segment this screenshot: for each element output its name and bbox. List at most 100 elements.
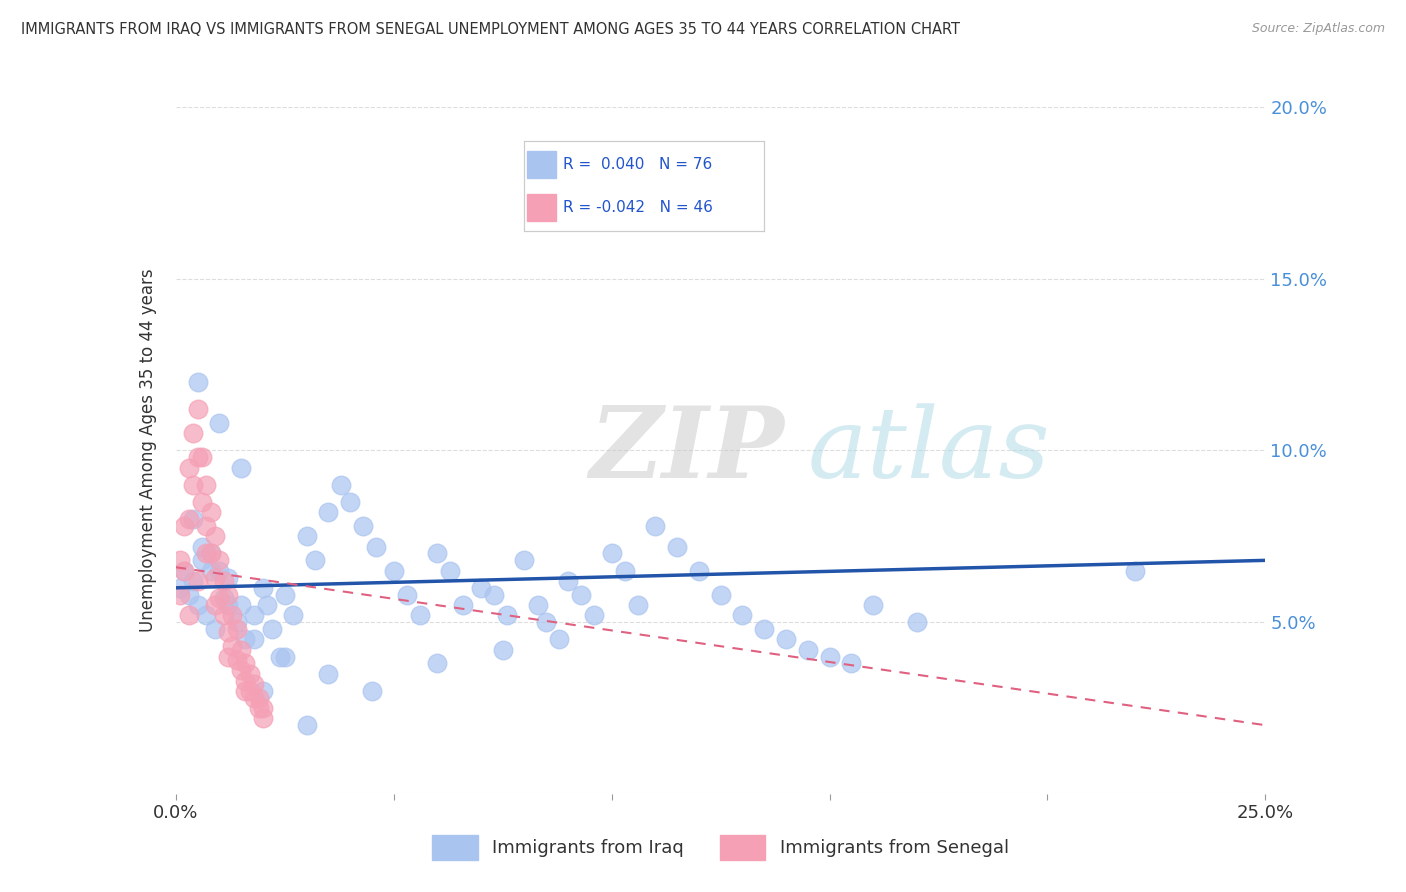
Point — [862, 598, 884, 612]
Point — [173, 519, 195, 533]
Point — [177, 512, 200, 526]
Point — [181, 574, 204, 588]
Point — [252, 711, 274, 725]
Point — [195, 478, 218, 492]
Point — [841, 657, 863, 671]
Point — [666, 540, 689, 554]
Text: ZIP: ZIP — [591, 402, 785, 499]
Point — [304, 553, 326, 567]
Point — [453, 598, 475, 612]
Point — [548, 632, 571, 647]
Point — [526, 598, 548, 612]
Point — [513, 553, 536, 567]
Point — [534, 615, 557, 630]
Point — [426, 546, 449, 561]
Point — [905, 615, 928, 630]
Point — [231, 642, 253, 657]
Point — [252, 683, 274, 698]
FancyBboxPatch shape — [527, 152, 555, 178]
Point — [360, 683, 382, 698]
Point — [217, 570, 239, 584]
Y-axis label: Unemployment Among Ages 35 to 44 years: Unemployment Among Ages 35 to 44 years — [139, 268, 157, 632]
Point — [200, 546, 222, 561]
Point — [191, 540, 214, 554]
Point — [256, 598, 278, 612]
Point — [186, 574, 209, 588]
Point — [212, 574, 235, 588]
Point — [204, 529, 226, 543]
Point — [382, 564, 405, 578]
Point — [217, 588, 239, 602]
Point — [225, 653, 247, 667]
Point — [204, 598, 226, 612]
Point — [818, 649, 841, 664]
Point — [295, 718, 318, 732]
Point — [627, 598, 650, 612]
Point — [191, 450, 214, 465]
Point — [239, 683, 262, 698]
Point — [252, 581, 274, 595]
Text: R =  0.040   N = 76: R = 0.040 N = 76 — [562, 157, 711, 172]
Point — [295, 529, 318, 543]
Point — [775, 632, 797, 647]
Point — [644, 519, 666, 533]
Point — [177, 608, 200, 623]
Point — [208, 591, 231, 606]
Point — [754, 622, 776, 636]
Point — [470, 581, 492, 595]
Point — [283, 608, 305, 623]
Point — [1123, 564, 1146, 578]
Point — [274, 649, 297, 664]
Point — [569, 588, 592, 602]
Point — [409, 608, 432, 623]
Point — [212, 608, 235, 623]
Point — [352, 519, 374, 533]
Point — [243, 677, 266, 691]
Point — [169, 581, 191, 595]
Point — [195, 519, 218, 533]
Point — [212, 591, 235, 606]
Point — [235, 657, 257, 671]
Point — [186, 402, 209, 417]
Point — [221, 608, 243, 623]
Point — [204, 570, 226, 584]
Point — [243, 690, 266, 705]
Point — [318, 666, 340, 681]
Point — [186, 598, 209, 612]
Point — [200, 505, 222, 519]
Point — [318, 505, 340, 519]
Point — [330, 478, 353, 492]
Point — [231, 460, 253, 475]
Point — [204, 622, 226, 636]
Point — [688, 564, 710, 578]
Legend: Immigrants from Iraq, Immigrants from Senegal: Immigrants from Iraq, Immigrants from Se… — [425, 827, 1017, 867]
Text: Source: ZipAtlas.com: Source: ZipAtlas.com — [1251, 22, 1385, 36]
Point — [221, 639, 243, 653]
Point — [225, 615, 247, 630]
Point — [239, 666, 262, 681]
Point — [177, 460, 200, 475]
Point — [243, 632, 266, 647]
Point — [492, 642, 515, 657]
Point — [235, 673, 257, 688]
Point — [439, 564, 461, 578]
Point — [208, 553, 231, 567]
Point — [208, 564, 231, 578]
Point — [235, 683, 257, 698]
Point — [200, 546, 222, 561]
Point — [260, 622, 283, 636]
Point — [181, 478, 204, 492]
Point — [181, 512, 204, 526]
Text: R = -0.042   N = 46: R = -0.042 N = 46 — [562, 200, 713, 215]
FancyBboxPatch shape — [527, 194, 555, 221]
Point — [177, 588, 200, 602]
Point — [225, 622, 247, 636]
Point — [731, 608, 754, 623]
Point — [200, 564, 222, 578]
Point — [208, 416, 231, 430]
Point — [186, 450, 209, 465]
Point — [274, 588, 297, 602]
Text: IMMIGRANTS FROM IRAQ VS IMMIGRANTS FROM SENEGAL UNEMPLOYMENT AMONG AGES 35 TO 44: IMMIGRANTS FROM IRAQ VS IMMIGRANTS FROM … — [21, 22, 960, 37]
Point — [191, 553, 214, 567]
Point — [217, 625, 239, 640]
